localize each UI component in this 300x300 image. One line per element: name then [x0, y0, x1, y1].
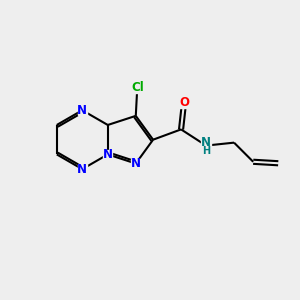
Bar [130, 83, 144, 93]
Bar [78, 164, 87, 174]
Text: H: H [202, 146, 210, 157]
Text: N: N [131, 157, 141, 170]
Text: O: O [179, 96, 189, 110]
Bar [201, 137, 211, 154]
Text: N: N [103, 148, 113, 161]
Text: N: N [77, 104, 87, 117]
Bar [103, 150, 112, 159]
Text: N: N [77, 163, 87, 176]
Text: Cl: Cl [131, 81, 144, 94]
Bar [78, 106, 87, 115]
Text: N: N [201, 136, 211, 148]
Bar [131, 159, 140, 168]
Bar [179, 98, 189, 108]
